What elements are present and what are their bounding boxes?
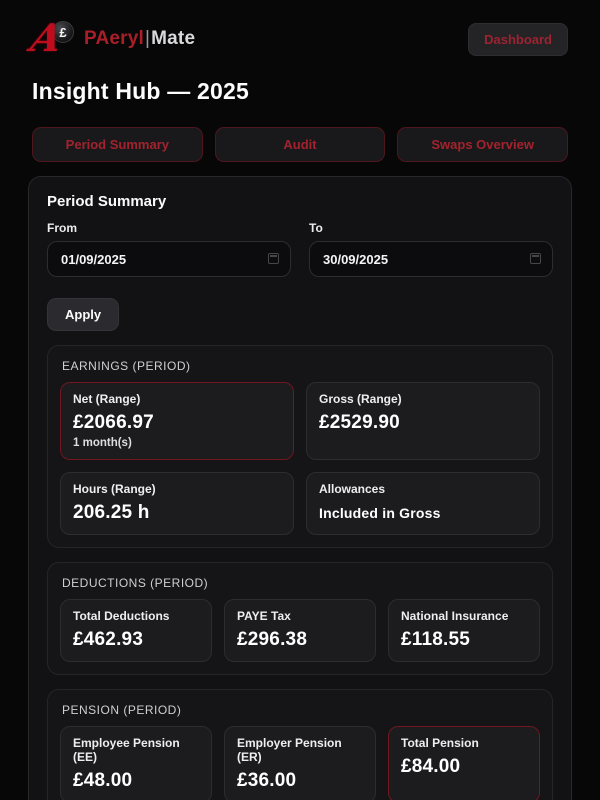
pension-section: PENSION (PERIOD) Employee Pension (EE) £…	[47, 689, 553, 800]
brand-word-divider: |	[145, 28, 151, 49]
tab-swaps-overview[interactable]: Swaps Overview	[397, 127, 569, 162]
to-input-wrap	[309, 241, 553, 277]
stat-value: £2066.97	[73, 412, 154, 433]
stat-label: Allowances	[319, 482, 386, 496]
deductions-row: Total Deductions £462.93 PAYE Tax £296.3…	[60, 599, 540, 662]
to-field-group: To	[309, 221, 553, 277]
stat-label: National Insurance	[401, 609, 509, 623]
earnings-section: EARNINGS (PERIOD) Net (Range) £2066.97 1…	[47, 345, 553, 548]
stat-label: Hours (Range)	[73, 482, 156, 496]
brand-letter-a: A	[27, 15, 67, 60]
deductions-section-title: DEDUCTIONS (PERIOD)	[62, 576, 209, 590]
paye-tax-card: PAYE Tax £296.38	[224, 599, 376, 662]
earnings-row-1: Net (Range) £2066.97 1 month(s) Gross (R…	[60, 382, 540, 460]
stat-value: £118.55	[401, 629, 471, 650]
top-bar: £ A PAeryl | Mate Dashboard	[27, 0, 572, 64]
pound-coin-icon: £	[52, 21, 74, 43]
from-input-wrap	[47, 241, 291, 277]
stat-sub: 1 month(s)	[73, 437, 132, 449]
tab-period-summary[interactable]: Period Summary	[32, 127, 203, 162]
stat-value: £48.00	[73, 770, 133, 791]
earnings-row-2: Hours (Range) 206.25 h Allowances Includ…	[60, 472, 540, 535]
brand-mark: £ A	[27, 15, 74, 60]
stat-value: Included in Gross	[319, 505, 441, 521]
calendar-icon[interactable]	[530, 253, 541, 264]
stat-label: Total Deductions	[73, 609, 170, 623]
total-pension-card: Total Pension £84.00	[388, 726, 540, 800]
brand-wordmark: PAeryl | Mate	[84, 28, 195, 50]
brand-logo[interactable]: £ A PAeryl | Mate	[27, 15, 195, 60]
from-label: From	[47, 221, 77, 235]
national-insurance-card: National Insurance £118.55	[388, 599, 540, 662]
apply-button[interactable]: Apply	[47, 298, 120, 331]
stat-value: £36.00	[237, 770, 297, 791]
pension-section-title: PENSION (PERIOD)	[62, 703, 182, 717]
stat-label: Employee Pension (EE)	[73, 736, 180, 764]
stat-label: Gross (Range)	[319, 392, 402, 406]
stat-label: Employer Pension (ER)	[237, 736, 342, 764]
brand-word-red: PAeryl	[84, 28, 144, 49]
hours-range-card: Hours (Range) 206.25 h	[60, 472, 294, 535]
deductions-section: DEDUCTIONS (PERIOD) Total Deductions £46…	[47, 562, 553, 675]
allowances-card: Allowances Included in Gross	[306, 472, 540, 535]
gross-range-card: Gross (Range) £2529.90	[306, 382, 540, 460]
stat-value: £462.93	[73, 629, 144, 650]
to-date-input[interactable]	[309, 241, 553, 277]
stat-label: PAYE Tax	[237, 609, 291, 623]
employer-pension-card: Employer Pension (ER) £36.00	[224, 726, 376, 800]
date-range-row: From To	[47, 221, 553, 277]
stat-label: Total Pension	[401, 736, 479, 750]
tab-audit[interactable]: Audit	[214, 127, 386, 162]
stat-value: 206.25 h	[73, 502, 150, 523]
employee-pension-card: Employee Pension (EE) £48.00	[60, 726, 212, 800]
dashboard-button[interactable]: Dashboard	[468, 22, 568, 56]
pension-row: Employee Pension (EE) £48.00 Employer Pe…	[60, 726, 540, 800]
to-label: To	[309, 221, 323, 235]
from-field-group: From	[47, 221, 291, 277]
panel-title: Period Summary	[47, 193, 167, 210]
period-summary-panel: Period Summary From To Apply EARNINGS (P…	[28, 176, 572, 800]
stat-value: £2529.90	[319, 412, 400, 433]
brand-word-silver: Mate	[151, 28, 196, 49]
stat-value: £84.00	[401, 756, 461, 777]
tab-bar: Period Summary Audit Swaps Overview	[32, 127, 569, 162]
earnings-section-title: EARNINGS (PERIOD)	[62, 359, 191, 373]
page-title: Insight Hub — 2025	[32, 78, 250, 104]
from-date-input[interactable]	[47, 241, 291, 277]
calendar-icon[interactable]	[268, 253, 279, 264]
stat-value: £296.38	[237, 629, 308, 650]
net-range-card: Net (Range) £2066.97 1 month(s)	[60, 382, 294, 460]
stat-label: Net (Range)	[73, 392, 141, 406]
total-deductions-card: Total Deductions £462.93	[60, 599, 212, 662]
